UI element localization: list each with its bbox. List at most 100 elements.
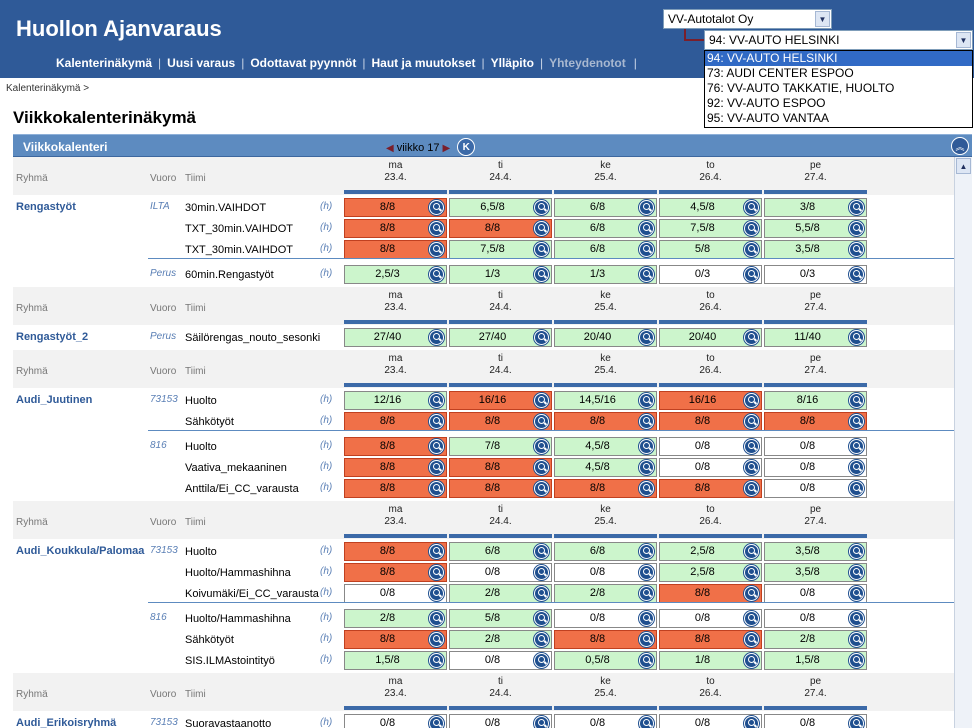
capacity-cell[interactable]: 7,5/8	[659, 219, 762, 238]
capacity-cell[interactable]: 8/8	[344, 437, 447, 456]
hours-link[interactable]: (h)	[320, 394, 333, 405]
nav-item[interactable]: Uusi varaus	[167, 56, 236, 70]
capacity-cell[interactable]: 0/8	[659, 609, 762, 628]
capacity-cell[interactable]: 6/8	[554, 542, 657, 561]
company-select[interactable]: VV-Autotalot Oy ▼	[663, 9, 832, 29]
capacity-cell[interactable]: 12/16	[344, 391, 447, 410]
capacity-cell[interactable]: 0/8	[659, 458, 762, 477]
magnifier-icon[interactable]	[429, 481, 444, 496]
magnifier-icon[interactable]	[534, 267, 549, 282]
magnifier-icon[interactable]	[744, 544, 759, 559]
magnifier-icon[interactable]	[639, 544, 654, 559]
collapse-icon[interactable]: ︽	[951, 137, 969, 155]
magnifier-icon[interactable]	[744, 716, 759, 728]
capacity-cell[interactable]: 3/8	[764, 198, 867, 217]
capacity-cell[interactable]: 8/8	[449, 458, 552, 477]
hours-link[interactable]: (h)	[320, 612, 333, 623]
scroll-up-icon[interactable]: ▲	[956, 158, 971, 174]
capacity-cell[interactable]: 8/8	[449, 479, 552, 498]
capacity-cell[interactable]: 8/8	[344, 563, 447, 582]
magnifier-icon[interactable]	[534, 586, 549, 601]
capacity-cell[interactable]: 0/8	[554, 609, 657, 628]
capacity-cell[interactable]: 8/8	[659, 630, 762, 649]
capacity-cell[interactable]: 8/8	[764, 412, 867, 431]
capacity-cell[interactable]: 0/8	[449, 714, 552, 728]
capacity-cell[interactable]: 7/8	[449, 437, 552, 456]
magnifier-icon[interactable]	[534, 716, 549, 728]
nav-item[interactable]: Yhteydenotot	[549, 56, 626, 70]
capacity-cell[interactable]: 6,5/8	[449, 198, 552, 217]
capacity-cell[interactable]: 2,5/8	[659, 542, 762, 561]
magnifier-icon[interactable]	[639, 414, 654, 429]
capacity-cell[interactable]: 20/40	[554, 328, 657, 347]
magnifier-icon[interactable]	[849, 586, 864, 601]
chevron-down-icon[interactable]: ▼	[815, 11, 830, 27]
capacity-cell[interactable]: 6/8	[554, 240, 657, 259]
capacity-cell[interactable]: 1,5/8	[764, 651, 867, 670]
capacity-cell[interactable]: 1/3	[449, 265, 552, 284]
hours-link[interactable]: (h)	[320, 482, 333, 493]
magnifier-icon[interactable]	[429, 586, 444, 601]
capacity-cell[interactable]: 8/8	[449, 412, 552, 431]
capacity-cell[interactable]: 1/3	[554, 265, 657, 284]
hours-link[interactable]: (h)	[320, 440, 333, 451]
vertical-scrollbar[interactable]: ▲	[954, 157, 972, 728]
magnifier-icon[interactable]	[534, 200, 549, 215]
magnifier-icon[interactable]	[849, 611, 864, 626]
capacity-cell[interactable]: 4,5/8	[554, 437, 657, 456]
group-name[interactable]: Audi_Juutinen	[16, 394, 93, 406]
magnifier-icon[interactable]	[744, 632, 759, 647]
hours-link[interactable]: (h)	[320, 633, 333, 644]
magnifier-icon[interactable]	[639, 439, 654, 454]
magnifier-icon[interactable]	[849, 414, 864, 429]
magnifier-icon[interactable]	[849, 267, 864, 282]
capacity-cell[interactable]: 11/40	[764, 328, 867, 347]
magnifier-icon[interactable]	[534, 414, 549, 429]
hours-link[interactable]: (h)	[320, 415, 333, 426]
capacity-cell[interactable]: 2/8	[554, 584, 657, 603]
capacity-cell[interactable]: 2,5/8	[659, 563, 762, 582]
capacity-cell[interactable]: 0/3	[659, 265, 762, 284]
magnifier-icon[interactable]	[429, 393, 444, 408]
magnifier-icon[interactable]	[534, 330, 549, 345]
magnifier-icon[interactable]	[744, 565, 759, 580]
hours-link[interactable]: (h)	[320, 566, 333, 577]
capacity-cell[interactable]: 0/8	[659, 714, 762, 728]
capacity-cell[interactable]: 0/8	[554, 563, 657, 582]
magnifier-icon[interactable]	[744, 653, 759, 668]
magnifier-icon[interactable]	[849, 200, 864, 215]
capacity-cell[interactable]: 8/8	[344, 479, 447, 498]
magnifier-icon[interactable]	[639, 611, 654, 626]
capacity-cell[interactable]: 0/8	[659, 437, 762, 456]
capacity-cell[interactable]: 8/8	[659, 479, 762, 498]
magnifier-icon[interactable]	[534, 460, 549, 475]
magnifier-icon[interactable]	[534, 611, 549, 626]
magnifier-icon[interactable]	[744, 414, 759, 429]
location-option[interactable]: 95: VV-AUTO VANTAA	[707, 111, 830, 125]
nav-item[interactable]: Haut ja muutokset	[371, 56, 476, 70]
magnifier-icon[interactable]	[849, 716, 864, 728]
capacity-cell[interactable]: 8/8	[344, 630, 447, 649]
magnifier-icon[interactable]	[849, 439, 864, 454]
magnifier-icon[interactable]	[429, 439, 444, 454]
capacity-cell[interactable]: 8/8	[659, 412, 762, 431]
capacity-cell[interactable]: 0/8	[344, 714, 447, 728]
magnifier-icon[interactable]	[429, 653, 444, 668]
capacity-cell[interactable]: 5/8	[659, 240, 762, 259]
magnifier-icon[interactable]	[429, 242, 444, 257]
magnifier-icon[interactable]	[534, 393, 549, 408]
capacity-cell[interactable]: 3,5/8	[764, 542, 867, 561]
capacity-cell[interactable]: 0/8	[764, 437, 867, 456]
magnifier-icon[interactable]	[534, 632, 549, 647]
capacity-cell[interactable]: 20/40	[659, 328, 762, 347]
capacity-cell[interactable]: 2/8	[449, 584, 552, 603]
magnifier-icon[interactable]	[639, 221, 654, 236]
magnifier-icon[interactable]	[639, 586, 654, 601]
capacity-cell[interactable]: 16/16	[449, 391, 552, 410]
capacity-cell[interactable]: 0/8	[344, 584, 447, 603]
group-name[interactable]: Rengastyöt_2	[16, 331, 89, 343]
capacity-cell[interactable]: 6/8	[554, 198, 657, 217]
magnifier-icon[interactable]	[639, 460, 654, 475]
magnifier-icon[interactable]	[849, 565, 864, 580]
capacity-cell[interactable]: 27/40	[449, 328, 552, 347]
